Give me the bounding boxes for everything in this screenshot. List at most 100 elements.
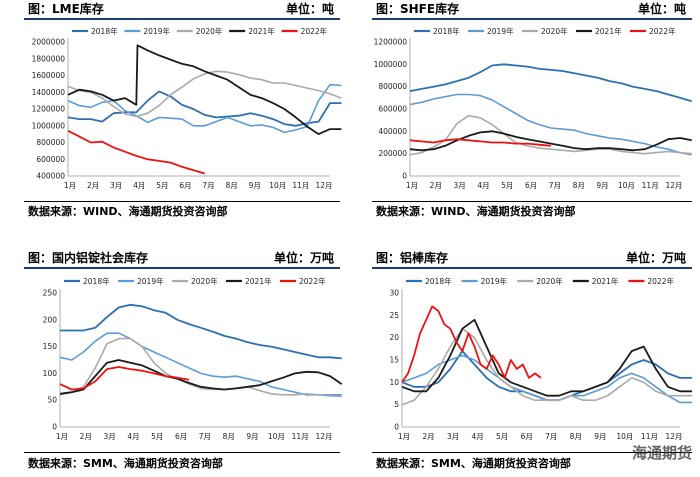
y-tick-label: 800000 (36, 138, 65, 147)
chart-title: 图：国内铝锭社会库存 (28, 251, 149, 265)
legend-label-2020: 2020年 (191, 276, 218, 286)
legend-label-2021: 2021年 (592, 276, 619, 286)
series-line-2022 (401, 305, 542, 383)
legend-label-2018: 2018年 (425, 276, 452, 286)
legend-label-2018: 2018年 (83, 276, 110, 286)
x-tick-label: 2月 (422, 432, 434, 441)
legend-label-2022: 2022年 (647, 276, 674, 286)
series-line-2021 (59, 359, 343, 395)
y-tick-label: 5 (394, 400, 399, 409)
y-tick-label: 200000 (378, 149, 407, 158)
unit-label: 单位：吨 (285, 2, 334, 16)
y-tick-label: 10 (389, 378, 399, 387)
series-line-2018 (409, 63, 692, 103)
x-tick-label: 5月 (501, 181, 513, 190)
unit-label: 单位：吨 (637, 2, 686, 16)
x-tick-label: 11月 (292, 432, 309, 441)
y-tick-label: 1200000 (374, 38, 408, 47)
x-tick-label: 3月 (447, 432, 459, 441)
y-tick-label: 20 (389, 333, 399, 342)
footer-rule (372, 201, 692, 202)
social-inventory-panel: 图：国内铝锭社会库存 单位：万吨 250 200 150 100 50 0 1月 2月 3月 4月… (24, 249, 343, 471)
header-rule (24, 18, 340, 20)
series-line-2018 (67, 90, 342, 127)
x-tick-label: 3月 (110, 181, 122, 190)
legend-label-2019: 2019年 (487, 26, 514, 36)
lme-panel: 图：LME库存 单位：吨 2000000 1800000 1600000 140000… (24, 0, 342, 220)
y-tick-label: 250 (43, 289, 58, 298)
x-tick-label: 4月 (133, 181, 145, 190)
x-tick-label: 4月 (127, 432, 139, 441)
legend-label-2021: 2021年 (248, 26, 275, 36)
series-line-2022 (59, 366, 190, 391)
y-tick-label: 1800000 (32, 54, 66, 63)
x-tick-label: 2月 (430, 181, 442, 190)
x-tick-label: 12月 (665, 432, 682, 441)
y-tick-label: 15 (389, 356, 399, 365)
legend-label-2022: 2022年 (301, 26, 328, 36)
rod-inventory-chart: 30 25 20 15 10 5 01月 2月 3月 4月 5月 6月 7月 8月 9月 10月 11月 12月 2… (389, 276, 693, 441)
x-tick-label: 7月 (202, 181, 214, 190)
watermark: 海通期货 (631, 444, 692, 462)
y-tick-label: 200 (43, 315, 58, 324)
x-tick-label: 3月 (453, 181, 465, 190)
unit-label: 单位：万吨 (625, 251, 686, 265)
y-tick-label: 0 (394, 423, 399, 432)
x-tick-label: 11月 (641, 432, 658, 441)
y-tick-label: 100 (43, 369, 58, 378)
x-tick-label: 10月 (618, 181, 635, 190)
x-tick-label: 1月 (406, 181, 418, 190)
legend-label-2020: 2020年 (196, 26, 223, 36)
series-line-2022 (67, 129, 205, 175)
x-tick-label: 2月 (80, 432, 92, 441)
x-tick-label: 8月 (573, 181, 585, 190)
legend-label-2020: 2020年 (541, 26, 568, 36)
header-rule (372, 267, 692, 269)
unit-label: 单位：万吨 (273, 251, 334, 265)
x-tick-label: 8月 (570, 432, 582, 441)
series-line-2019 (59, 332, 342, 396)
x-tick-label: 11月 (642, 181, 659, 190)
y-tick-label: 0 (52, 423, 57, 432)
x-tick-label: 12月 (315, 432, 332, 441)
header-rule (24, 267, 340, 269)
footer-rule (24, 201, 340, 202)
x-tick-label: 5月 (156, 181, 168, 190)
x-tick-label: 12月 (315, 181, 332, 190)
chart-title: 图：LME库存 (28, 2, 104, 16)
y-tick-label: 2000000 (32, 38, 66, 47)
x-tick-label: 9月 (249, 181, 261, 190)
x-tick-label: 7月 (199, 432, 211, 441)
series-line-2021 (401, 318, 693, 397)
y-tick-label: 150 (43, 342, 58, 351)
x-tick-label: 7月 (549, 181, 561, 190)
series-line-2019 (409, 93, 692, 156)
series-line-2018 (401, 350, 693, 402)
y-tick-label: 600000 (378, 105, 407, 114)
x-tick-label: 5月 (151, 432, 163, 441)
y-tick-label: 25 (389, 311, 399, 320)
chart-title: 图：铝棒库存 (376, 251, 449, 265)
x-tick-label: 3月 (103, 432, 115, 441)
series-line-2020 (409, 114, 692, 156)
x-tick-label: 6月 (175, 432, 187, 441)
source-note: 数据来源：SMM、海通期货投资咨询部 (376, 457, 571, 470)
x-tick-label: 6月 (179, 181, 191, 190)
x-tick-label: 10月 (269, 181, 286, 190)
x-tick-label: 9月 (246, 432, 258, 441)
x-tick-label: 10月 (616, 432, 633, 441)
x-tick-label: 2月 (87, 181, 99, 190)
y-tick-label: 1400000 (32, 88, 66, 97)
y-tick-label: 1000000 (374, 60, 408, 69)
legend-label-2021: 2021年 (595, 26, 622, 36)
legend-label-2018: 2018年 (91, 26, 118, 36)
x-tick-label: 6月 (525, 181, 537, 190)
source-note: 数据来源：WIND、海通期货投资咨询部 (28, 205, 228, 218)
legend-label-2019: 2019年 (137, 276, 164, 286)
legend-label-2021: 2021年 (245, 276, 272, 286)
shfe-chart: 1200000100000080000060000040000020000001… (374, 26, 692, 190)
series-line-2020 (401, 327, 693, 406)
x-tick-label: 10月 (268, 432, 285, 441)
source-note: 数据来源：SMM、海通期货投资咨询部 (28, 457, 223, 470)
x-tick-label: 12月 (665, 181, 682, 190)
